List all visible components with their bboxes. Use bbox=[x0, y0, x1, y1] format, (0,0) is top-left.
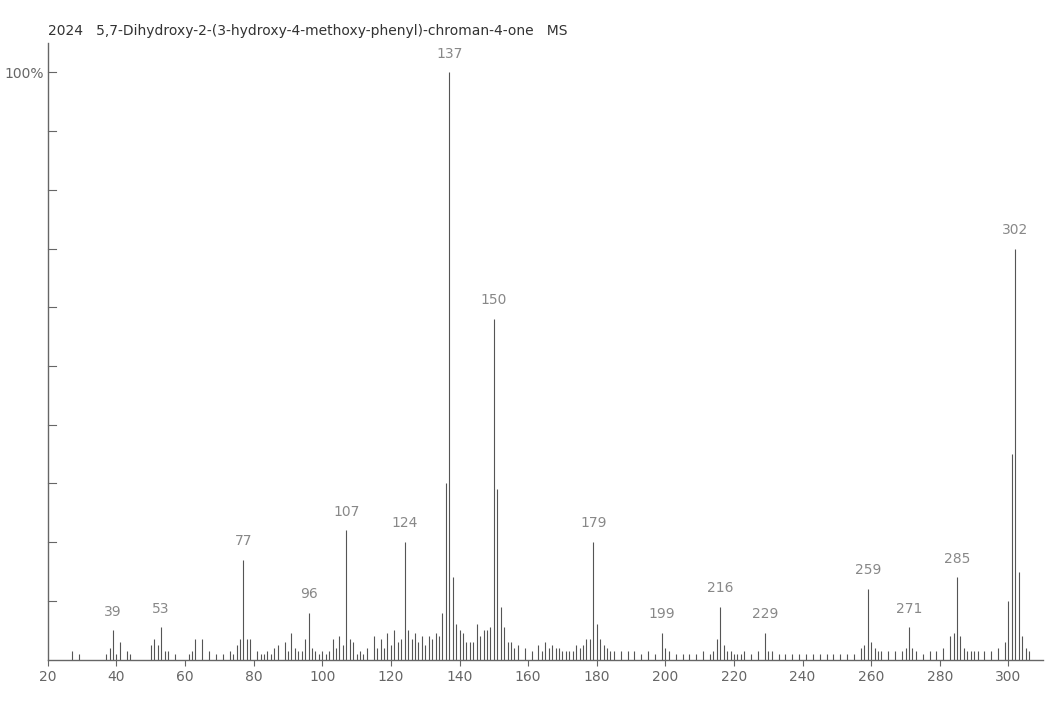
Text: 302: 302 bbox=[1002, 223, 1029, 237]
Text: 2024   5,7-Dihydroxy-2-(3-hydroxy-4-methoxy-phenyl)-chroman-4-one   MS: 2024 5,7-Dihydroxy-2-(3-hydroxy-4-methox… bbox=[48, 24, 567, 38]
Text: 229: 229 bbox=[751, 607, 778, 622]
Text: 96: 96 bbox=[300, 587, 317, 601]
Text: 77: 77 bbox=[235, 534, 252, 548]
Text: 150: 150 bbox=[481, 293, 508, 308]
Text: 216: 216 bbox=[706, 581, 733, 595]
Text: 271: 271 bbox=[896, 602, 922, 616]
Text: 285: 285 bbox=[944, 551, 970, 566]
Text: 39: 39 bbox=[104, 604, 122, 619]
Text: 179: 179 bbox=[580, 516, 606, 531]
Text: 53: 53 bbox=[152, 602, 170, 616]
Text: 124: 124 bbox=[392, 516, 418, 531]
Text: 137: 137 bbox=[436, 47, 463, 61]
Text: 259: 259 bbox=[854, 564, 881, 577]
Text: 107: 107 bbox=[333, 505, 360, 518]
Text: 199: 199 bbox=[649, 607, 676, 622]
